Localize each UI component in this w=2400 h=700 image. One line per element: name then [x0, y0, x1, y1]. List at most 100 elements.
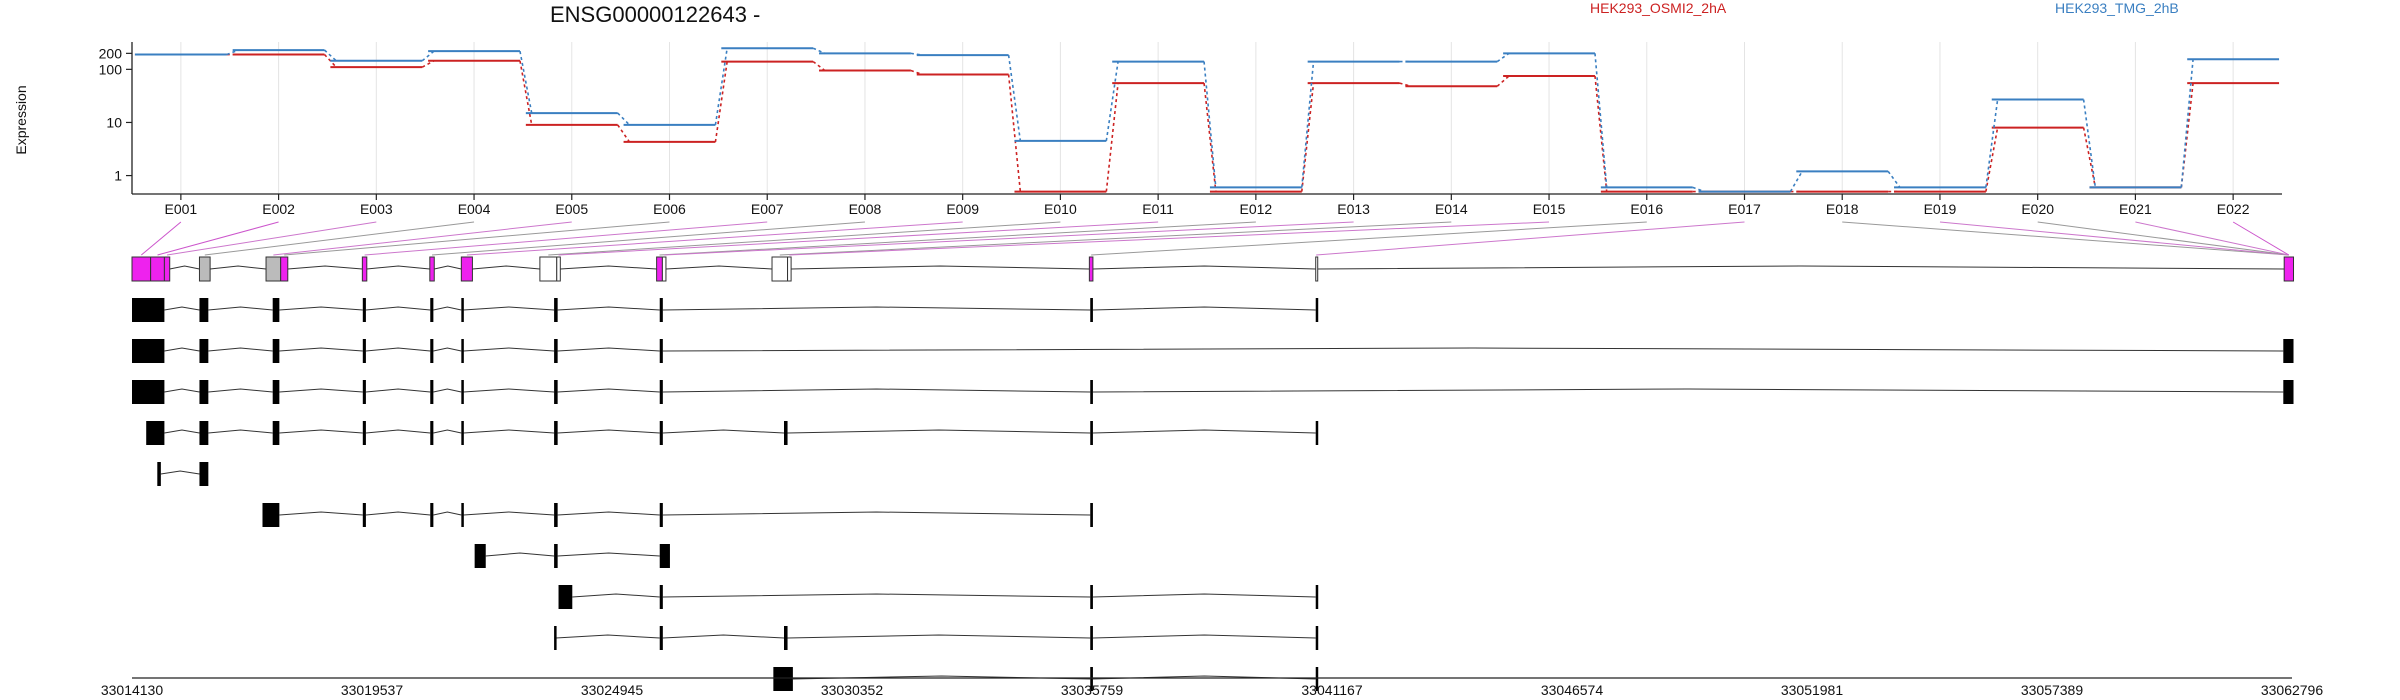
- intron-line: [662, 388, 1091, 393]
- transcript-exon-block: [554, 380, 558, 404]
- transcript-exon-block: [1090, 380, 1093, 404]
- transcript-exon-block: [461, 503, 464, 527]
- model-exon-block: [656, 256, 663, 282]
- intron-line: [1316, 265, 2285, 270]
- model-exon-block: [2283, 256, 2295, 282]
- series-2-connector: [617, 112, 630, 126]
- x-tick-label-e017: E017: [1728, 201, 1761, 217]
- transcript-exon-block: [272, 380, 280, 404]
- expression-series: [134, 47, 2280, 193]
- intron-line: [662, 634, 785, 639]
- transcript-exon-block: [1090, 298, 1093, 322]
- transcript-exon-block: [659, 421, 663, 445]
- transcript-exon-block: [659, 626, 663, 650]
- model-exon-block: [1315, 256, 1319, 282]
- intron-line: [208, 347, 273, 352]
- model-exon-block: [429, 256, 435, 282]
- intron-line: [208, 429, 273, 434]
- y-tick-label: 100: [99, 61, 123, 77]
- intron-line: [365, 388, 431, 393]
- transcript-1: [132, 298, 1319, 322]
- transcript-exon-block: [461, 421, 464, 445]
- intron-line: [287, 265, 363, 270]
- intron-line: [433, 347, 462, 352]
- exon-connector-lines: [141, 221, 2290, 256]
- intron-line: [1092, 388, 2284, 393]
- x-tick-label-e014: E014: [1435, 201, 1468, 217]
- exon-connector-e009: [466, 221, 963, 256]
- transcript-exon-block: [1090, 626, 1093, 650]
- intron-line: [665, 265, 773, 270]
- genome-tick-label: 33014130: [101, 682, 164, 698]
- exon-connector-e018: [1842, 221, 2289, 256]
- y-tick-label: 10: [106, 114, 122, 130]
- model-exon-block: [280, 256, 289, 282]
- series-2-connector: [1594, 53, 1608, 188]
- exon-connector-e010: [548, 221, 1061, 256]
- intron-line: [365, 429, 431, 434]
- genome-tick-label: 33024945: [581, 682, 644, 698]
- transcript-3: [132, 380, 2294, 404]
- intron-line: [433, 306, 462, 311]
- transcript-exon-block: [659, 380, 663, 404]
- x-tick-label-e006: E006: [653, 201, 686, 217]
- transcript-exon-block: [773, 667, 793, 691]
- transcript-exon-block: [784, 421, 788, 445]
- model-exon-block: [539, 256, 558, 282]
- transcript-exon-block: [1315, 421, 1319, 445]
- model-exon-block: [198, 256, 211, 282]
- genome-tick-label: 33051981: [1781, 682, 1844, 698]
- exon-connector-e007: [364, 221, 768, 256]
- genome-tick-label: 33062796: [2261, 682, 2324, 698]
- intron-line: [433, 429, 462, 434]
- model-exon-block: [460, 256, 473, 282]
- x-tick-label-e002: E002: [262, 201, 295, 217]
- transcript-2: [132, 339, 2294, 363]
- intron-line: [463, 306, 555, 311]
- y-tick-label: 1: [114, 168, 122, 184]
- x-tick-label-e018: E018: [1826, 201, 1859, 217]
- intron-line: [279, 388, 363, 393]
- genome-tick-label: 33035759: [1061, 682, 1124, 698]
- series-1-connector: [1399, 82, 1412, 88]
- intron-line: [279, 511, 363, 516]
- transcript-exon-block: [1315, 298, 1319, 322]
- transcript-exon-block: [461, 380, 464, 404]
- intron-line: [434, 265, 462, 270]
- exon-connector-e005: [273, 221, 572, 256]
- series-1-connector: [812, 60, 826, 72]
- intron-line: [208, 388, 273, 393]
- x-tick-label-e004: E004: [458, 201, 491, 217]
- intron-line: [662, 593, 1091, 598]
- model-exon-block: [771, 256, 789, 282]
- genome-tick-label: 33019537: [341, 682, 404, 698]
- intron-line: [366, 265, 430, 270]
- intron-line: [791, 265, 1090, 270]
- series-2-connector: [714, 48, 728, 126]
- transcript-exon-block: [362, 380, 366, 404]
- transcript-exon-block: [554, 503, 558, 527]
- genome-tick-label: 33057389: [2021, 682, 2084, 698]
- chart-title: ENSG00000122643 -: [550, 2, 760, 27]
- series-1-connector: [910, 69, 923, 76]
- intron-line: [572, 593, 660, 598]
- intron-line: [555, 634, 660, 639]
- transcript-exon-block: [199, 298, 209, 322]
- intron-line: [164, 347, 200, 352]
- transcript-exon-block: [272, 339, 280, 363]
- transcript-5: [157, 462, 209, 486]
- intron-line: [662, 511, 1091, 516]
- exon-connector-e017: [1316, 221, 1745, 256]
- legend-label-series-2: HEK293_TMG_2hB: [2055, 0, 2179, 16]
- intron-line: [560, 265, 657, 270]
- intron-line: [365, 347, 431, 352]
- transcript-exon-block: [461, 298, 464, 322]
- transcript-exon-block: [784, 626, 788, 650]
- intron-line: [662, 429, 785, 434]
- x-tick-label-e020: E020: [2021, 201, 2054, 217]
- transcript-exon-block: [474, 544, 486, 568]
- intron-line: [485, 552, 555, 557]
- exon-connector-e003: [166, 221, 377, 256]
